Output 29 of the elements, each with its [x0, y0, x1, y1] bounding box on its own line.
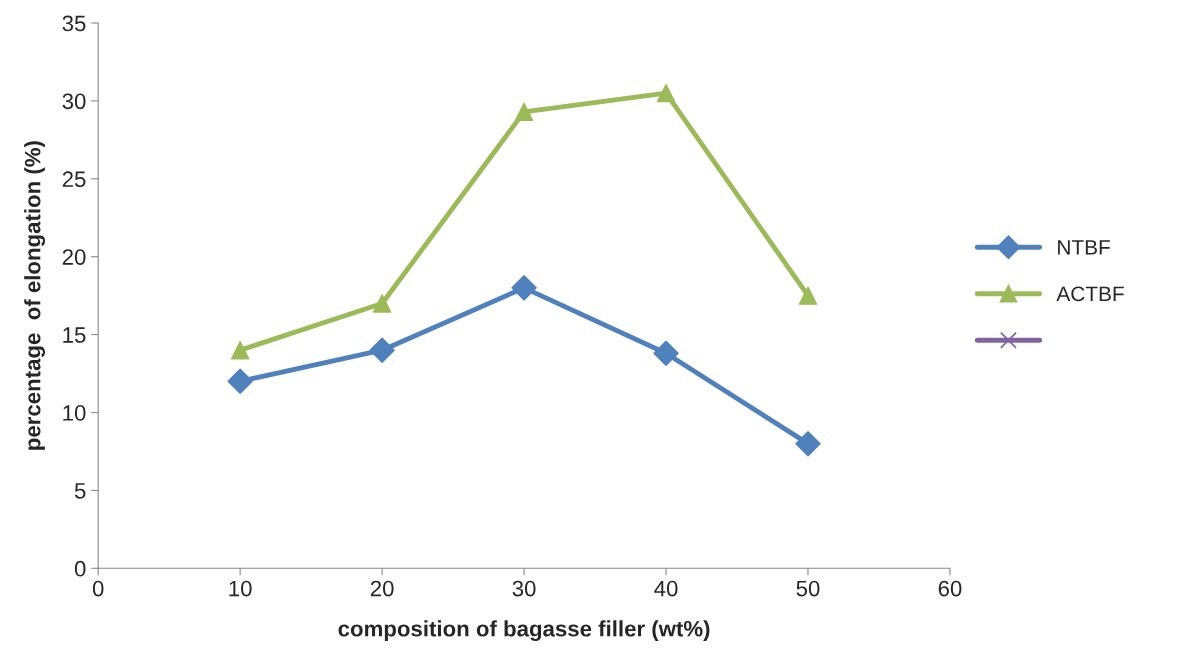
legend-label: ACTBF	[1056, 286, 1124, 302]
y-tick-label: 15	[63, 327, 86, 343]
x-tick-label: 20	[370, 580, 394, 597]
y-tick-label: 30	[62, 93, 86, 110]
point	[511, 275, 537, 301]
y-tick-label: 0	[74, 560, 86, 577]
legend-label: NTBF	[1058, 240, 1110, 255]
x-tick-label: 40	[654, 580, 678, 597]
x-tick-label: 0	[92, 580, 104, 597]
y-tick-label: 10	[63, 405, 86, 421]
y-axis-title: percentage of elongation (%)	[24, 141, 45, 450]
point	[369, 337, 395, 363]
x-axis-title: composition of bagasse filler (wt%)	[338, 620, 710, 642]
y-tick-label: 5	[74, 483, 86, 499]
y-tick-label: 35	[62, 15, 86, 32]
point	[653, 340, 679, 367]
y-tick-label: 20	[62, 249, 86, 265]
point	[372, 294, 392, 313]
point	[795, 430, 821, 457]
point	[514, 102, 534, 122]
y-tick-label: 25	[62, 171, 86, 188]
point	[798, 286, 818, 305]
point	[227, 368, 253, 395]
x-tick-label: 50	[796, 580, 820, 597]
x-tick-label: 30	[512, 580, 536, 597]
point	[656, 83, 676, 103]
point	[230, 340, 250, 360]
x-tick-label: 10	[229, 580, 252, 597]
x-tick-label: 60	[938, 580, 962, 597]
